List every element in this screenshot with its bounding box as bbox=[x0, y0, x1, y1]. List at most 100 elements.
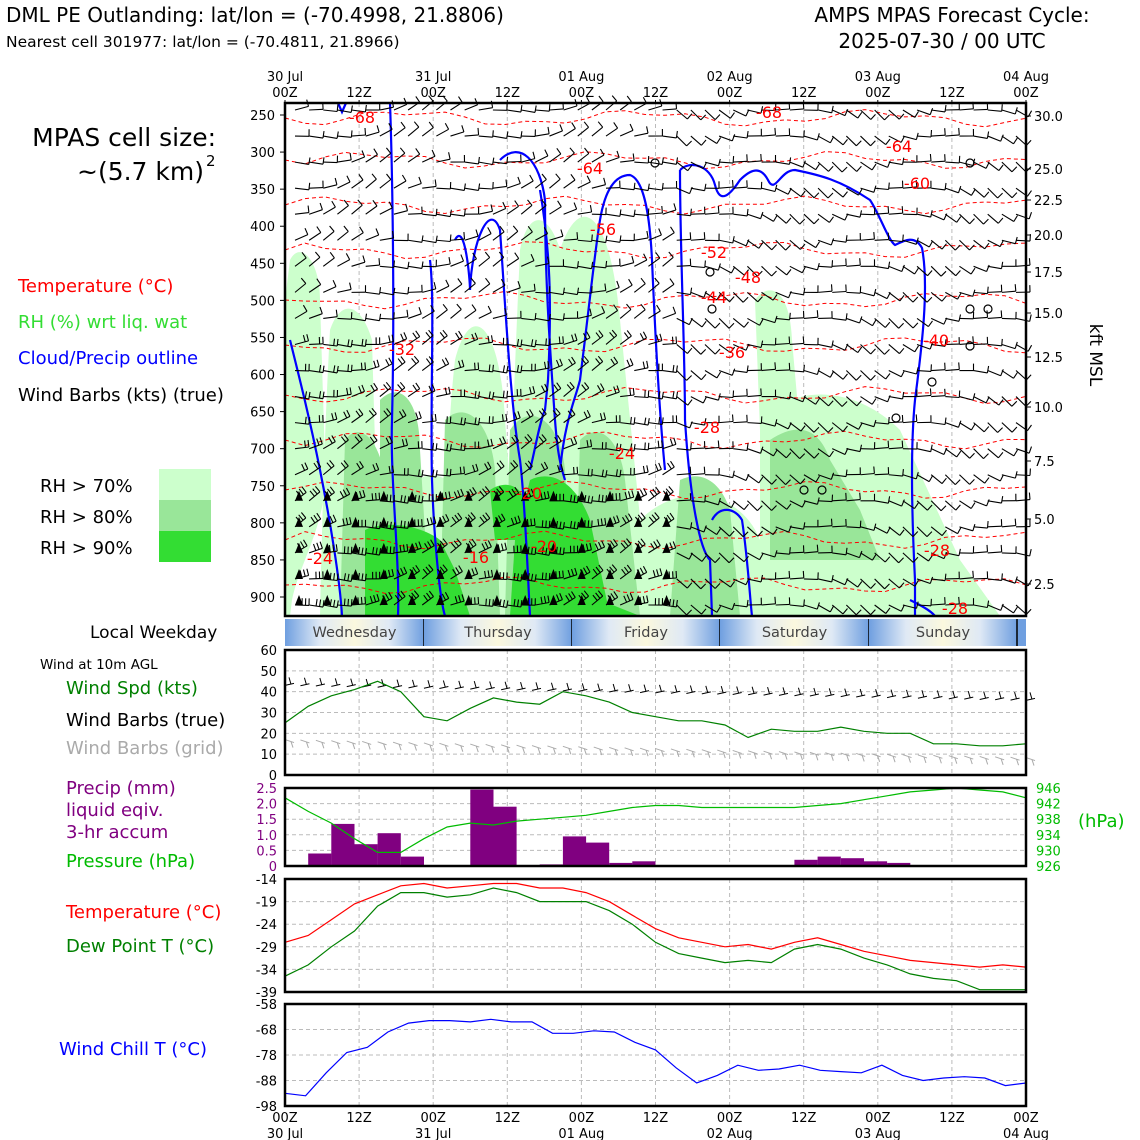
wind-barb-staff bbox=[775, 577, 790, 580]
wind-barb-flag bbox=[336, 573, 339, 581]
wind-barb-flag bbox=[426, 518, 430, 526]
wind-barb-staff bbox=[846, 187, 859, 196]
sfc-barb-grid-flag bbox=[398, 744, 402, 751]
wind-barb-flag bbox=[587, 495, 590, 503]
wind-barb-staff bbox=[733, 343, 747, 351]
wind-barb-flag bbox=[845, 235, 848, 243]
wind-barb-staff bbox=[944, 265, 957, 277]
wind-barb-staff bbox=[506, 369, 521, 374]
wind-barb-pennant bbox=[606, 516, 615, 527]
wind-barb-flag bbox=[375, 492, 377, 501]
wind-barb-flag bbox=[364, 104, 367, 112]
wind-barb-staff bbox=[506, 343, 521, 348]
wind-barb-staff bbox=[294, 187, 309, 191]
wind-barb-flag bbox=[434, 413, 437, 422]
wind-barb-staff bbox=[803, 448, 815, 459]
wind-barb-staff bbox=[478, 491, 491, 502]
wind-barb-staff bbox=[874, 396, 888, 403]
wind-barb-flag bbox=[336, 131, 339, 139]
wind-barb-flag bbox=[601, 469, 604, 477]
wind-barb-flag bbox=[400, 590, 406, 597]
wind-barb-flag bbox=[322, 131, 325, 139]
wind-barb-flag bbox=[642, 331, 648, 339]
wind-barb-staff bbox=[478, 311, 492, 319]
cell-size-line2: ~(5.7 km) bbox=[77, 157, 204, 186]
wind-barb-staff bbox=[534, 439, 547, 450]
wind-barb-flag bbox=[555, 521, 559, 529]
wind-barb-staff bbox=[930, 500, 942, 512]
wind-barb-staff bbox=[690, 238, 705, 241]
wind-barb-flag bbox=[675, 336, 678, 344]
wind-barb-staff bbox=[365, 317, 380, 322]
wind-barb-staff bbox=[323, 604, 338, 608]
wind-barb-staff bbox=[577, 387, 590, 398]
wind-barb-staff bbox=[817, 213, 830, 223]
wind-barb-staff bbox=[436, 213, 451, 218]
wind-barb-flag bbox=[940, 270, 947, 277]
wind-barb-staff bbox=[563, 208, 577, 215]
wind-barb-staff bbox=[1015, 161, 1027, 173]
wind-barb-flag bbox=[857, 346, 863, 353]
wind-barb-flag bbox=[625, 515, 630, 522]
wind-barb-staff bbox=[676, 552, 690, 560]
wind-barb-staff bbox=[902, 474, 917, 480]
wind-barb-staff bbox=[676, 161, 689, 172]
wind-barb-flag bbox=[583, 121, 590, 128]
wind-barb-flag bbox=[619, 209, 622, 217]
wind-barb-staff bbox=[450, 543, 462, 554]
wind-barb-flag bbox=[329, 486, 335, 493]
wind-barb-flag bbox=[424, 543, 429, 550]
wind-barb-flag bbox=[997, 192, 1003, 199]
wind-barb-flag bbox=[388, 123, 393, 130]
wind-barb-staff bbox=[747, 265, 758, 277]
wind-barb-flag bbox=[492, 130, 494, 138]
sfc-barb-true-flag bbox=[844, 688, 848, 696]
sfc-barb-true-flag bbox=[875, 689, 879, 697]
sfc-barb-grid bbox=[408, 742, 418, 747]
top-date-label: 31 Jul bbox=[415, 70, 451, 85]
wind-barb-flag bbox=[451, 516, 457, 524]
wind-barb-staff bbox=[309, 369, 324, 374]
wind-barb-flag bbox=[445, 514, 450, 521]
wind-barb-flag bbox=[388, 357, 393, 365]
wind-barb-flag bbox=[595, 566, 601, 573]
wind-barb-flag bbox=[831, 105, 834, 113]
wind-barb-flag bbox=[520, 600, 523, 608]
wind-barb-staff bbox=[789, 474, 801, 485]
wind-barb-flag bbox=[629, 388, 632, 396]
wind-barb-flag bbox=[570, 568, 575, 576]
wind-barb-flag bbox=[731, 180, 734, 188]
wind-barb-staff bbox=[846, 344, 859, 354]
wind-barb-staff bbox=[506, 230, 519, 241]
wind-barb-staff bbox=[619, 129, 634, 137]
wind-barb-flag bbox=[331, 413, 334, 421]
wind-barb-flag bbox=[391, 230, 395, 238]
wind-barb-flag bbox=[543, 461, 549, 469]
sfc-barb-grid bbox=[948, 755, 958, 760]
precip-bar bbox=[377, 833, 401, 866]
wind-barb-flag bbox=[955, 504, 961, 511]
wind-barb-flag bbox=[379, 521, 382, 529]
wind-barb-staff bbox=[761, 368, 776, 372]
wind-barb-staff bbox=[294, 340, 309, 346]
wind-barb-staff bbox=[506, 465, 519, 476]
panel-tick-label: 0 bbox=[269, 860, 277, 875]
wind-barb-staff bbox=[478, 546, 492, 554]
wind-barb-staff bbox=[761, 448, 774, 457]
wind-barb-flag bbox=[746, 443, 749, 451]
wind-barb-staff bbox=[492, 465, 505, 476]
cloud-outline-path bbox=[678, 169, 714, 617]
wind-barb-flag bbox=[626, 303, 632, 310]
wind-barb-staff bbox=[973, 604, 988, 609]
wind-barb-staff bbox=[888, 396, 903, 400]
wind-barb-staff bbox=[549, 206, 562, 215]
wind-barb-flag bbox=[339, 491, 345, 498]
precip-bar bbox=[840, 858, 864, 866]
wind-barb-flag bbox=[623, 332, 630, 339]
wind-barb-staff bbox=[916, 109, 931, 116]
wind-barb-flag bbox=[873, 419, 877, 427]
wind-barb-staff bbox=[846, 317, 860, 324]
wind-barb-staff bbox=[831, 370, 844, 380]
sfc-barb-grid bbox=[346, 740, 356, 745]
